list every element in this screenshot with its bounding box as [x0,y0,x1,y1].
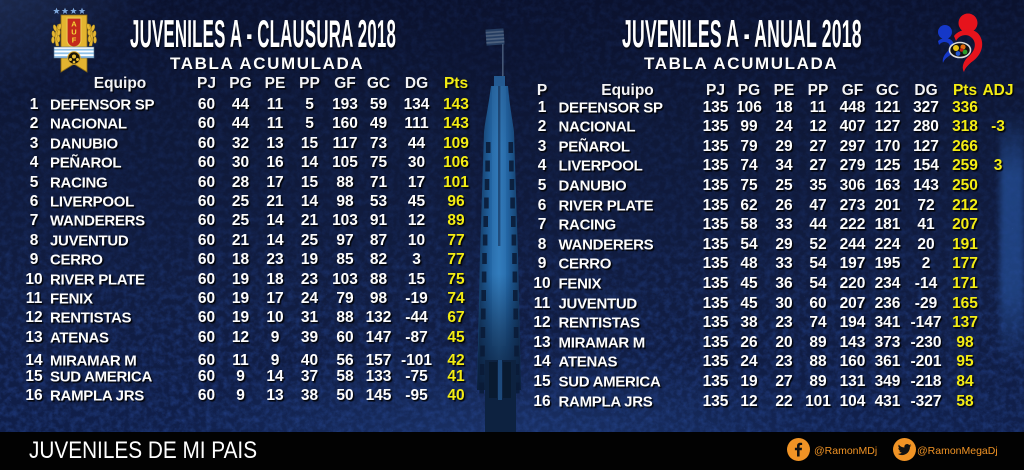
svg-text:F: F [72,36,77,45]
svg-text:U: U [71,28,76,37]
svg-text:A: A [71,20,77,29]
